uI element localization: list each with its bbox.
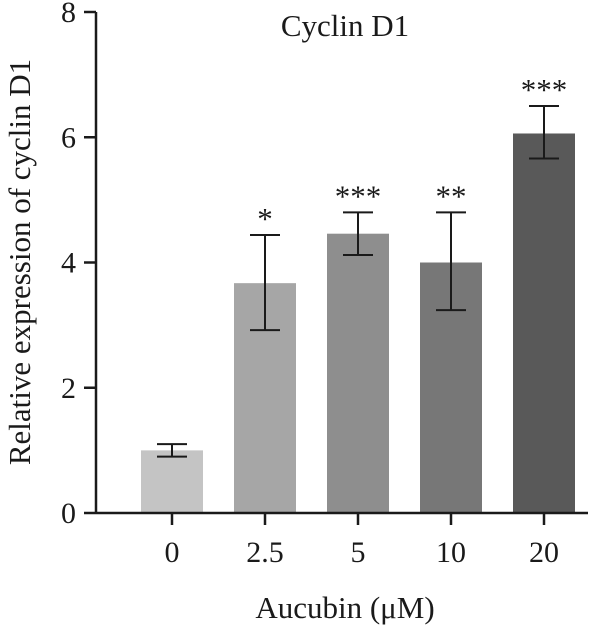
bar — [513, 133, 575, 513]
x-axis-label: Aucubin (μM) — [255, 590, 434, 625]
significance-mark: *** — [521, 72, 568, 107]
x-tick-label: 10 — [436, 536, 466, 569]
plot-area: 0 * 2.5 *** 5 ** 10 *** 20 0 2 4 6 8 — [61, 0, 588, 569]
chart-title: Cyclin D1 — [281, 8, 409, 43]
y-tick-label: 2 — [61, 372, 76, 405]
y-tick-label: 0 — [61, 497, 76, 530]
significance-mark: * — [257, 201, 273, 236]
bar — [141, 450, 203, 513]
y-tick-label: 8 — [61, 0, 76, 29]
x-tick-label: 5 — [351, 536, 366, 569]
bar — [327, 233, 389, 513]
y-tick-label: 4 — [61, 247, 76, 280]
significance-mark: *** — [335, 178, 382, 213]
x-tick-label: 20 — [529, 536, 559, 569]
x-tick-label: 2.5 — [246, 536, 284, 569]
significance-mark: ** — [436, 178, 467, 213]
x-tick-label: 0 — [165, 536, 180, 569]
y-tick-label: 6 — [61, 121, 76, 154]
y-axis-label: Relative expression of cyclin D1 — [2, 59, 37, 465]
